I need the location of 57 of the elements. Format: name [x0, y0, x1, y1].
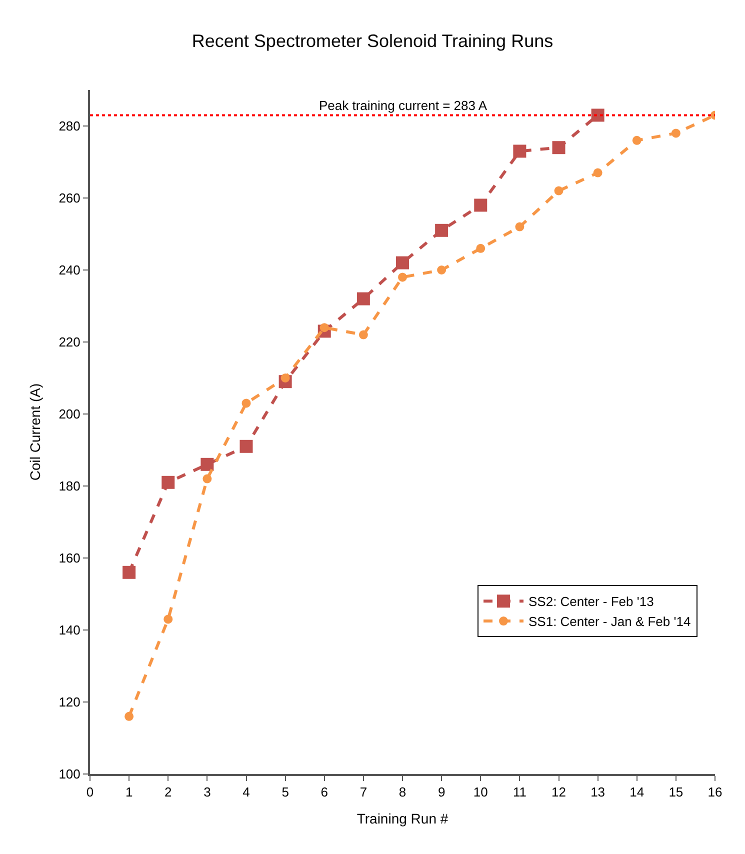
point	[515, 222, 524, 232]
y-tick-label: 100	[58, 766, 80, 782]
point	[242, 398, 251, 408]
ref-line-label: Peak training current = 283 A	[319, 98, 488, 113]
point	[552, 141, 566, 154]
y-tick-label: 120	[58, 694, 80, 710]
x-tick-label: 11	[512, 784, 526, 800]
x-tick-label: 14	[630, 784, 644, 800]
point	[591, 108, 604, 122]
point	[164, 614, 173, 624]
point	[554, 186, 564, 196]
point	[122, 566, 136, 579]
point	[671, 128, 680, 138]
chart-title: Recent Spectrometer Solenoid Training Runs	[192, 30, 554, 51]
x-tick-label: 0	[86, 784, 94, 800]
x-tick-label: 1	[125, 784, 133, 800]
x-tick-label: 10	[473, 784, 488, 800]
y-tick-label: 240	[58, 262, 80, 278]
point	[240, 440, 253, 453]
y-tick-label: 180	[58, 478, 80, 494]
point	[358, 330, 368, 340]
x-tick-label: 13	[590, 784, 606, 800]
y-tick-label: 140	[58, 622, 80, 638]
point	[124, 712, 134, 721]
x-tick-label: 3	[204, 784, 211, 800]
y-tick-label: 160	[58, 550, 80, 566]
x-tick-label: 6	[320, 784, 328, 800]
point	[200, 458, 214, 471]
point	[435, 224, 448, 237]
legend-label: SS2: Center - Feb '13	[528, 594, 654, 610]
y-tick-label: 280	[58, 118, 80, 134]
y-axis-title: Coil Current (A)	[26, 383, 43, 481]
point	[202, 474, 212, 484]
x-axis-title: Training Run #	[356, 810, 448, 826]
point	[632, 136, 642, 145]
x-tick-label: 5	[282, 784, 289, 800]
x-tick-label: 12	[552, 784, 566, 800]
x-tick-label: 7	[360, 784, 368, 800]
point	[396, 256, 409, 270]
point	[437, 266, 446, 274]
x-tick-label: 8	[398, 784, 406, 800]
point	[513, 144, 526, 158]
y-tick-label: 260	[58, 190, 80, 206]
x-tick-label: 15	[668, 784, 684, 800]
y-tick-label: 220	[58, 334, 80, 350]
y-tick-label: 200	[58, 406, 80, 422]
x-tick-label: 4	[242, 784, 250, 800]
point	[356, 292, 370, 306]
point	[162, 476, 175, 489]
x-tick-label: 2	[164, 784, 172, 800]
legend-label: SS1: Center - Jan & Feb '14	[528, 614, 691, 630]
point	[593, 168, 602, 178]
point	[476, 244, 486, 253]
x-tick-label: 16	[708, 784, 722, 800]
x-tick-label: 9	[438, 784, 446, 800]
point	[398, 272, 407, 282]
point	[474, 198, 488, 212]
